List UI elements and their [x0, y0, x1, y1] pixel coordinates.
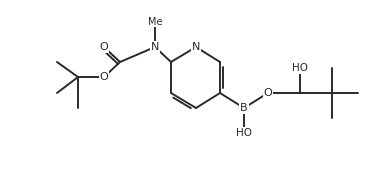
Text: Me: Me: [148, 17, 162, 27]
Text: O: O: [264, 88, 272, 98]
Text: HO: HO: [236, 128, 252, 138]
Text: N: N: [151, 42, 159, 52]
Text: O: O: [100, 72, 108, 82]
Text: N: N: [192, 42, 200, 52]
Text: O: O: [100, 42, 108, 52]
Text: B: B: [240, 103, 248, 113]
Text: HO: HO: [292, 63, 308, 73]
